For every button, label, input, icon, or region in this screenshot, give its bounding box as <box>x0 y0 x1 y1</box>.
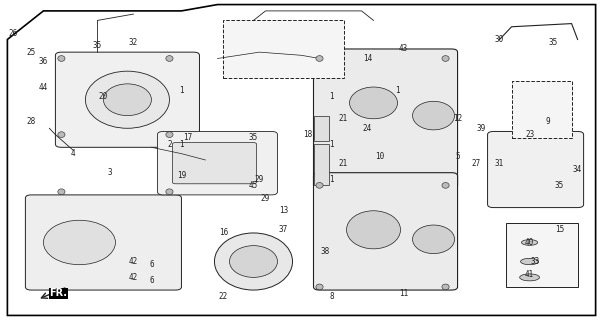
FancyBboxPatch shape <box>157 132 277 195</box>
Text: 17: 17 <box>183 133 192 142</box>
Ellipse shape <box>58 189 65 195</box>
Ellipse shape <box>520 274 540 281</box>
Text: 21: 21 <box>339 114 348 123</box>
Text: 6: 6 <box>149 276 154 285</box>
Text: 15: 15 <box>555 225 564 234</box>
Ellipse shape <box>442 56 449 61</box>
FancyBboxPatch shape <box>314 49 458 188</box>
Text: 44: 44 <box>39 83 48 92</box>
Text: 28: 28 <box>27 117 36 126</box>
Text: 6: 6 <box>149 260 154 269</box>
Text: 20: 20 <box>99 92 108 101</box>
Text: 41: 41 <box>525 270 534 279</box>
Text: 36: 36 <box>39 57 48 66</box>
Ellipse shape <box>58 56 65 61</box>
Ellipse shape <box>43 220 115 265</box>
Text: 19: 19 <box>177 172 186 180</box>
Ellipse shape <box>316 56 323 61</box>
Text: 11: 11 <box>399 289 408 298</box>
Ellipse shape <box>58 132 65 138</box>
Text: 33: 33 <box>531 257 540 266</box>
FancyBboxPatch shape <box>25 195 182 290</box>
Ellipse shape <box>522 240 538 245</box>
Text: 30: 30 <box>495 35 504 44</box>
FancyBboxPatch shape <box>224 20 344 77</box>
Ellipse shape <box>442 182 449 188</box>
Ellipse shape <box>166 189 173 195</box>
Text: 1: 1 <box>329 140 334 148</box>
Text: 1: 1 <box>395 86 400 95</box>
Text: 21: 21 <box>339 159 348 168</box>
Text: 1: 1 <box>179 86 184 95</box>
Text: 34: 34 <box>573 165 582 174</box>
Ellipse shape <box>230 246 277 277</box>
Text: 25: 25 <box>27 48 36 57</box>
Text: 3: 3 <box>107 168 112 177</box>
Text: 31: 31 <box>495 159 504 168</box>
Ellipse shape <box>412 225 455 253</box>
Text: 35: 35 <box>555 181 564 190</box>
Ellipse shape <box>166 56 173 61</box>
Text: 1: 1 <box>329 174 334 184</box>
Text: FR.: FR. <box>49 288 68 299</box>
Text: 22: 22 <box>219 292 228 301</box>
Text: 35: 35 <box>249 133 258 142</box>
Ellipse shape <box>442 284 449 290</box>
Text: 2: 2 <box>167 140 172 148</box>
Text: 27: 27 <box>471 159 480 168</box>
Ellipse shape <box>347 211 400 249</box>
Text: 14: 14 <box>363 54 372 63</box>
Text: 5: 5 <box>455 152 460 161</box>
FancyBboxPatch shape <box>55 52 200 147</box>
Text: 13: 13 <box>279 206 288 215</box>
Ellipse shape <box>412 101 455 130</box>
Ellipse shape <box>215 233 292 290</box>
Text: 35: 35 <box>549 38 558 47</box>
Text: 16: 16 <box>219 228 228 237</box>
Ellipse shape <box>166 132 173 138</box>
FancyBboxPatch shape <box>488 132 584 208</box>
Text: 26: 26 <box>9 28 18 38</box>
Text: 39: 39 <box>477 124 486 133</box>
FancyBboxPatch shape <box>505 223 578 287</box>
Text: 38: 38 <box>321 247 330 257</box>
Text: 18: 18 <box>303 130 312 139</box>
Text: 45: 45 <box>249 181 258 190</box>
Text: 10: 10 <box>375 152 384 161</box>
Text: 40: 40 <box>525 238 534 247</box>
Text: 29: 29 <box>261 194 270 203</box>
Text: 24: 24 <box>363 124 372 133</box>
FancyBboxPatch shape <box>314 173 458 290</box>
Text: 1: 1 <box>329 92 334 101</box>
Text: 43: 43 <box>399 44 408 53</box>
FancyBboxPatch shape <box>314 116 329 141</box>
Ellipse shape <box>316 284 323 290</box>
Text: 35: 35 <box>93 41 102 50</box>
FancyBboxPatch shape <box>172 142 256 184</box>
Ellipse shape <box>350 87 397 119</box>
FancyBboxPatch shape <box>314 144 329 185</box>
Text: 9: 9 <box>545 117 550 126</box>
Text: 37: 37 <box>279 225 288 234</box>
Text: 42: 42 <box>129 257 138 266</box>
Text: 29: 29 <box>255 174 264 184</box>
Text: 1: 1 <box>179 140 184 148</box>
Text: 32: 32 <box>129 38 138 47</box>
Text: 8: 8 <box>329 292 334 301</box>
FancyBboxPatch shape <box>511 81 572 138</box>
Ellipse shape <box>520 258 538 265</box>
Text: 42: 42 <box>129 273 138 282</box>
Ellipse shape <box>86 71 169 128</box>
Ellipse shape <box>316 182 323 188</box>
Ellipse shape <box>104 84 151 116</box>
Text: 12: 12 <box>453 114 462 123</box>
Text: 4: 4 <box>71 149 76 158</box>
Text: 23: 23 <box>525 130 534 139</box>
